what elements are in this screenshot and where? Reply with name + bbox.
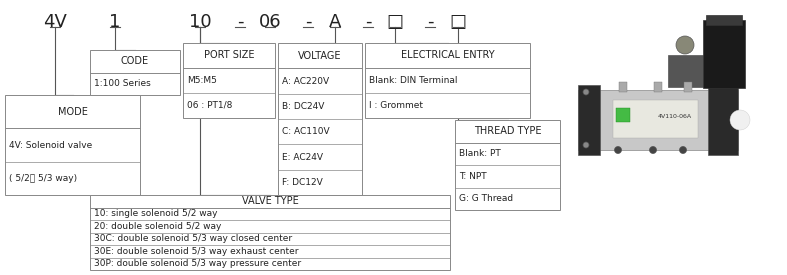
Bar <box>90 195 450 270</box>
Text: 06: 06 <box>259 13 281 31</box>
Text: 10: 10 <box>189 13 212 31</box>
Circle shape <box>676 36 694 54</box>
Text: PORT SIZE: PORT SIZE <box>204 51 254 60</box>
Text: 30E: double solenoid 5/3 way exhaust center: 30E: double solenoid 5/3 way exhaust cen… <box>94 247 298 256</box>
Text: ELECTRICAL ENTRY: ELECTRICAL ENTRY <box>401 51 494 60</box>
Text: M5:M5: M5:M5 <box>187 76 217 85</box>
Text: B: DC24V: B: DC24V <box>282 102 324 111</box>
Bar <box>5 95 140 195</box>
Text: 10: single solenoid 5/2 way: 10: single solenoid 5/2 way <box>94 209 217 218</box>
Text: 20: double solenoid 5/2 way: 20: double solenoid 5/2 way <box>94 222 221 231</box>
Text: THREAD TYPE: THREAD TYPE <box>474 126 541 136</box>
Text: -: - <box>364 13 371 31</box>
Text: □: □ <box>386 13 404 31</box>
Text: 30P: double solenoid 5/3 way pressure center: 30P: double solenoid 5/3 way pressure ce… <box>94 259 301 268</box>
Text: A: AC220V: A: AC220V <box>282 76 329 86</box>
Text: G: G Thread: G: G Thread <box>459 194 513 203</box>
Bar <box>619 82 627 92</box>
Bar <box>616 108 630 122</box>
Text: T: NPT: T: NPT <box>459 172 486 181</box>
Bar <box>578 85 600 155</box>
Bar <box>90 50 180 95</box>
Circle shape <box>649 147 656 153</box>
Circle shape <box>730 110 750 130</box>
Text: A: A <box>329 13 342 31</box>
Text: C: AC110V: C: AC110V <box>282 127 330 136</box>
Text: 1:100 Series: 1:100 Series <box>94 79 151 88</box>
Bar <box>578 90 738 150</box>
Text: -: - <box>427 13 434 31</box>
Circle shape <box>679 147 686 153</box>
Text: 06 : PT1/8: 06 : PT1/8 <box>187 101 232 110</box>
Text: CODE: CODE <box>121 56 149 66</box>
Circle shape <box>583 142 589 148</box>
Bar <box>278 43 362 195</box>
Text: Blank: PT: Blank: PT <box>459 149 501 158</box>
Bar <box>365 43 530 118</box>
Bar <box>654 82 662 92</box>
Text: VOLTAGE: VOLTAGE <box>298 51 342 61</box>
Text: 4V110-06A: 4V110-06A <box>658 114 692 120</box>
Text: -: - <box>305 13 311 31</box>
Text: 4V: Solenoid valve: 4V: Solenoid valve <box>9 141 92 150</box>
Circle shape <box>615 147 622 153</box>
Text: -: - <box>237 13 243 31</box>
Text: VALVE TYPE: VALVE TYPE <box>242 196 298 206</box>
Text: E: AC24V: E: AC24V <box>282 153 323 161</box>
Bar <box>183 43 275 118</box>
Bar <box>668 55 703 87</box>
Circle shape <box>583 89 589 95</box>
Text: 1: 1 <box>109 13 120 31</box>
Text: ( 5/2、 5/3 way): ( 5/2、 5/3 way) <box>9 174 77 183</box>
Text: □: □ <box>449 13 467 31</box>
Bar <box>708 85 738 155</box>
Bar <box>613 100 698 138</box>
Text: F: DC12V: F: DC12V <box>282 178 323 187</box>
Text: 4V: 4V <box>43 13 67 31</box>
Text: 30C: double solenoid 5/3 way closed center: 30C: double solenoid 5/3 way closed cent… <box>94 234 292 243</box>
Bar <box>706 15 742 25</box>
Text: Blank: DIN Terminal: Blank: DIN Terminal <box>369 76 457 85</box>
Bar <box>455 120 560 210</box>
Text: MODE: MODE <box>57 107 87 117</box>
Text: I : Grommet: I : Grommet <box>369 101 423 110</box>
Bar <box>703 20 745 88</box>
Bar <box>684 82 692 92</box>
